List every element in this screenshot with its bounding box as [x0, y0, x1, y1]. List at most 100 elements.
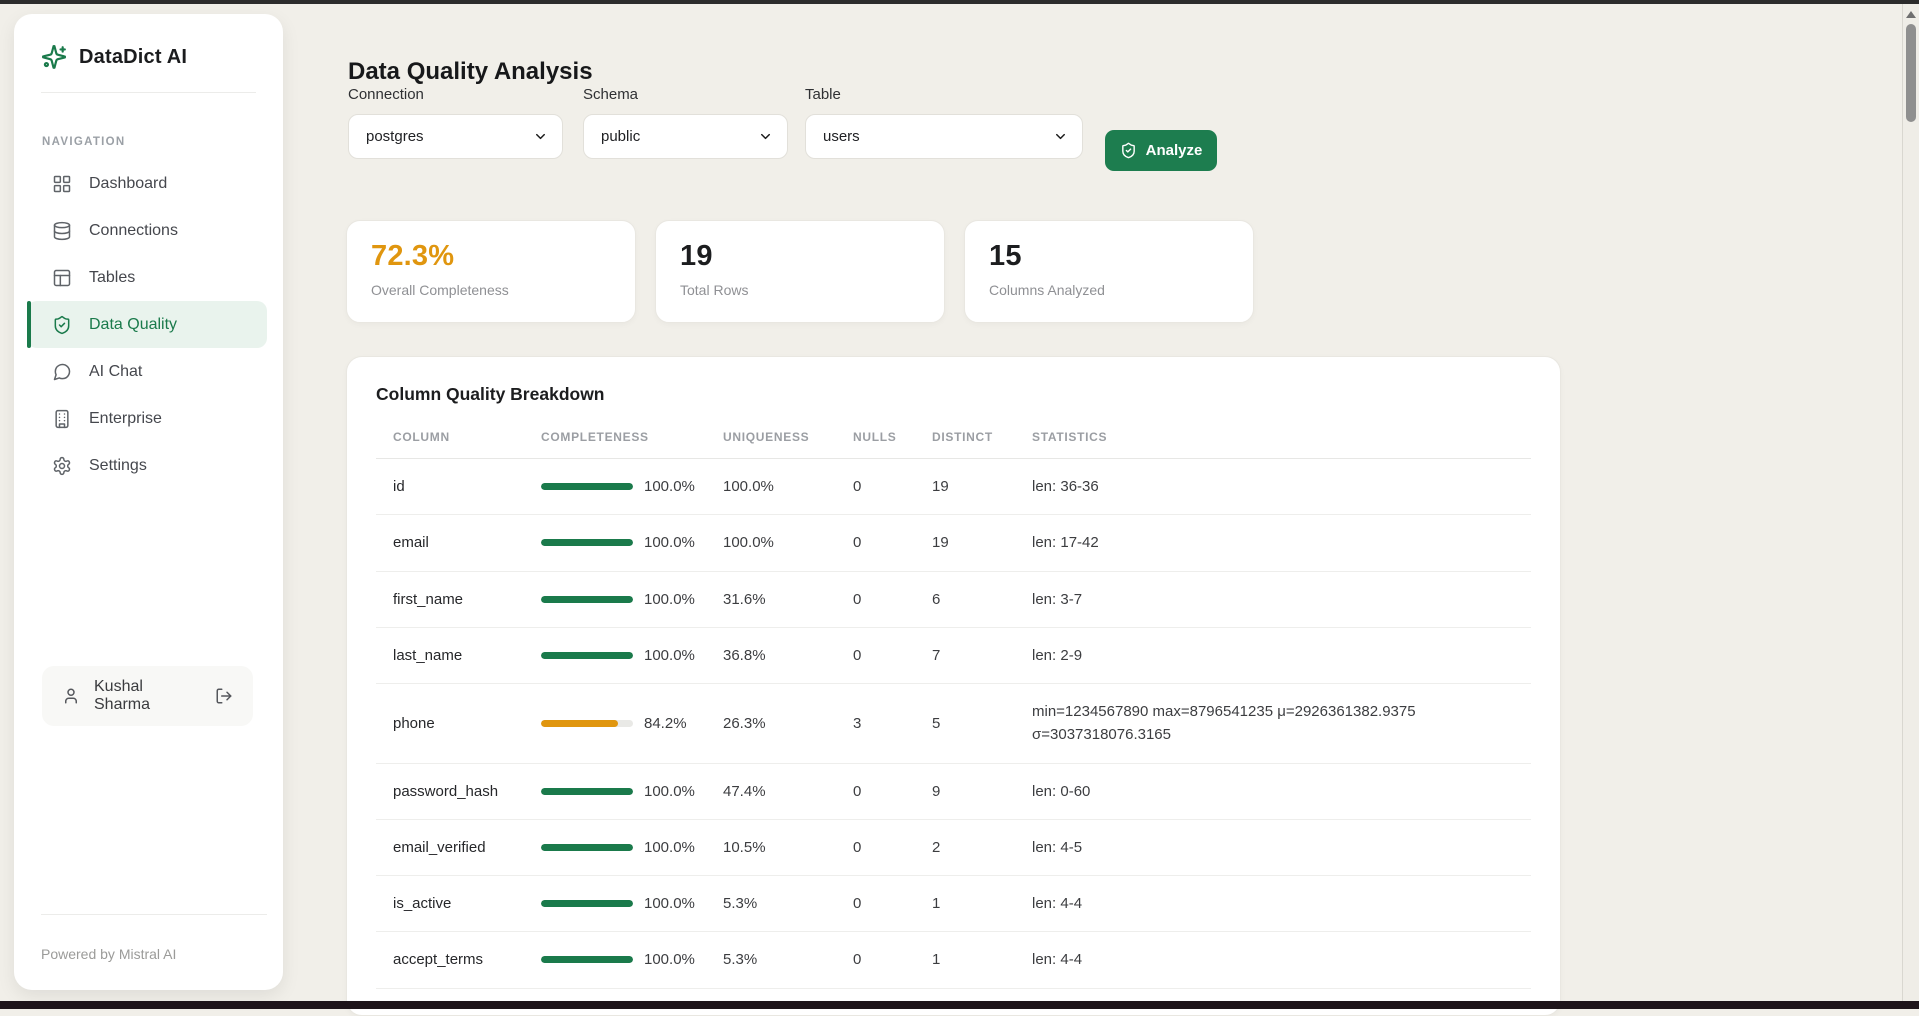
- sidebar-item-connections[interactable]: Connections: [27, 207, 267, 254]
- schema-select[interactable]: public: [583, 114, 788, 159]
- completeness-bar: [541, 720, 633, 727]
- completeness-bar: [541, 539, 633, 546]
- completeness-bar-fill: [541, 483, 633, 490]
- completeness-value: 100.0%: [644, 839, 695, 856]
- completeness-bar: [541, 788, 633, 795]
- sidebar-item-label: Settings: [89, 457, 147, 475]
- connection-selected-value: postgres: [366, 128, 533, 145]
- sidebar-item-dashboard[interactable]: Dashboard: [27, 160, 267, 207]
- distinct-value: 7: [932, 647, 1032, 664]
- stat-card-overall-completeness: 72.3% Overall Completeness: [346, 220, 636, 323]
- table-header-row: COLUMN COMPLETENESS UNIQUENESS NULLS DIS…: [376, 430, 1531, 459]
- table-row: password_hash 100.0% 47.4% 0 9 len: 0-60: [376, 764, 1531, 820]
- user-name: Kushal Sharma: [94, 678, 201, 714]
- sidebar-bottom-divider: [41, 914, 267, 915]
- nulls-value: 0: [853, 591, 932, 608]
- scrollbar-thumb[interactable]: [1906, 24, 1916, 122]
- stat-value: 19: [680, 240, 920, 273]
- connection-filter: Connection postgres: [348, 86, 563, 159]
- column-header: STATISTICS: [1032, 430, 1531, 444]
- gear-icon: [52, 456, 72, 476]
- scrollbar-up-arrow[interactable]: [1906, 11, 1916, 18]
- completeness-bar-fill: [541, 956, 633, 963]
- completeness-value: 84.2%: [644, 715, 687, 732]
- completeness-cell: 100.0%: [541, 478, 723, 495]
- user-account-button[interactable]: Kushal Sharma: [42, 666, 253, 726]
- breakdown-title: Column Quality Breakdown: [376, 384, 1531, 405]
- statistics-value: len: 17-42: [1032, 531, 1531, 554]
- completeness-bar-fill: [541, 596, 633, 603]
- nav-section-label: NAVIGATION: [42, 136, 283, 148]
- stat-value: 72.3%: [371, 240, 611, 273]
- building-icon: [52, 409, 72, 429]
- completeness-bar: [541, 844, 633, 851]
- column-name: last_name: [393, 647, 541, 664]
- sidebar-item-label: Dashboard: [89, 175, 167, 193]
- sidebar-nav: Dashboard Connections Tables: [14, 160, 283, 489]
- distinct-value: 2: [932, 839, 1032, 856]
- stat-card-columns-analyzed: 15 Columns Analyzed: [964, 220, 1254, 323]
- column-name: password_hash: [393, 783, 541, 800]
- schema-filter: Schema public: [583, 86, 788, 159]
- table-row: phone 84.2% 26.3% 3 5 min=1234567890 max…: [376, 684, 1531, 764]
- window-scrollbar[interactable]: [1902, 4, 1919, 1001]
- analyze-button[interactable]: Analyze: [1105, 130, 1217, 171]
- nulls-value: 0: [853, 783, 932, 800]
- connection-label: Connection: [348, 86, 563, 103]
- stat-label: Total Rows: [680, 282, 920, 298]
- distinct-value: 1: [932, 951, 1032, 968]
- completeness-cell: 100.0%: [541, 591, 723, 608]
- table-row: email 100.0% 100.0% 0 19 len: 17-42: [376, 515, 1531, 571]
- app-logo: DataDict AI: [14, 14, 283, 70]
- powered-by-label: Powered by Mistral AI: [41, 946, 176, 962]
- nulls-value: 0: [853, 839, 932, 856]
- user-icon: [62, 687, 80, 705]
- distinct-value: 1: [932, 895, 1032, 912]
- chevron-down-icon: [758, 129, 773, 144]
- completeness-bar-fill: [541, 900, 633, 907]
- logout-icon[interactable]: [215, 687, 233, 705]
- completeness-value: 100.0%: [644, 478, 695, 495]
- stat-label: Overall Completeness: [371, 282, 611, 298]
- sidebar-item-label: Data Quality: [89, 316, 177, 334]
- nulls-value: 0: [853, 951, 932, 968]
- uniqueness-value: 5.3%: [723, 895, 853, 912]
- column-name: accept_terms: [393, 951, 541, 968]
- sidebar-item-settings[interactable]: Settings: [27, 442, 267, 489]
- sidebar-item-ai-chat[interactable]: AI Chat: [27, 348, 267, 395]
- table-row: id 100.0% 100.0% 0 19 len: 36-36: [376, 459, 1531, 515]
- completeness-value: 100.0%: [644, 895, 695, 912]
- statistics-value: len: 4-4: [1032, 892, 1531, 915]
- column-header: COLUMN: [393, 430, 541, 444]
- column-header: DISTINCT: [932, 430, 1032, 444]
- completeness-cell: 84.2%: [541, 715, 723, 732]
- completeness-value: 100.0%: [644, 647, 695, 664]
- nulls-value: 3: [853, 715, 932, 732]
- shield-check-icon: [1120, 142, 1137, 159]
- column-quality-breakdown-card: Column Quality Breakdown COLUMN COMPLETE…: [346, 356, 1561, 1016]
- column-name: phone: [393, 715, 541, 732]
- statistics-value: min=1234567890 max=8796541235 μ=29263613…: [1032, 700, 1531, 747]
- completeness-cell: 100.0%: [541, 534, 723, 551]
- distinct-value: 19: [932, 534, 1032, 551]
- sidebar-item-label: Tables: [89, 269, 135, 287]
- table-row: email_verified 100.0% 10.5% 0 2 len: 4-5: [376, 820, 1531, 876]
- completeness-value: 100.0%: [644, 783, 695, 800]
- sidebar-item-label: AI Chat: [89, 363, 142, 381]
- sidebar-item-enterprise[interactable]: Enterprise: [27, 395, 267, 442]
- table-row: first_name 100.0% 31.6% 0 6 len: 3-7: [376, 572, 1531, 628]
- distinct-value: 9: [932, 783, 1032, 800]
- completeness-bar-fill: [541, 844, 633, 851]
- completeness-bar: [541, 900, 633, 907]
- distinct-value: 6: [932, 591, 1032, 608]
- stat-label: Columns Analyzed: [989, 282, 1229, 298]
- sparkles-logo-icon: [41, 44, 67, 70]
- table-select[interactable]: users: [805, 114, 1083, 159]
- sidebar-item-tables[interactable]: Tables: [27, 254, 267, 301]
- sidebar-item-data-quality[interactable]: Data Quality: [27, 301, 267, 348]
- quality-table: COLUMN COMPLETENESS UNIQUENESS NULLS DIS…: [376, 430, 1531, 989]
- column-header: NULLS: [853, 430, 932, 444]
- schema-label: Schema: [583, 86, 788, 103]
- chat-bubble-icon: [52, 362, 72, 382]
- connection-select[interactable]: postgres: [348, 114, 563, 159]
